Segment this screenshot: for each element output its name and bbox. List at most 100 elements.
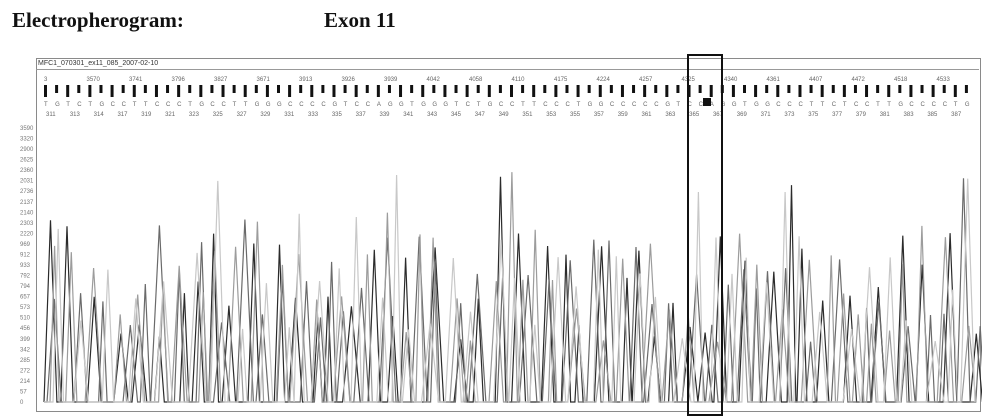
base-call-mark [709, 85, 713, 97]
base-call-letter: C [499, 102, 504, 108]
base-call-mark [232, 85, 236, 93]
base-call-mark [953, 85, 957, 97]
base-call-mark [132, 85, 136, 97]
base-call-mark [188, 85, 192, 93]
y-tick-label: 272 [20, 368, 31, 374]
trace-line [44, 174, 976, 403]
exon-title: Exon 11 [324, 8, 396, 32]
scan-label: 4042 [427, 77, 441, 83]
base-call-mark [44, 85, 47, 97]
y-tick-label: 2625 [20, 158, 34, 164]
base-call-letter: C [654, 102, 659, 108]
base-call-letter: T [244, 102, 248, 108]
position-label: 347 [475, 112, 486, 118]
base-call-mark [754, 85, 758, 97]
position-label: 341 [403, 112, 414, 118]
base-call-letter: T [455, 102, 459, 108]
base-call-mark [632, 85, 636, 93]
base-call-letter: T [954, 102, 958, 108]
base-call-mark [332, 85, 336, 97]
base-call-letter: G [399, 102, 404, 108]
y-tick-label: 912 [20, 252, 31, 258]
base-call-letter: C [111, 102, 116, 108]
y-tick-label: 2137 [20, 200, 34, 206]
y-tick-label: 2360 [20, 168, 34, 174]
base-call-mark [465, 85, 469, 97]
base-call-letter: G [388, 102, 393, 108]
base-call-letter: T [843, 102, 847, 108]
position-label: 311 [46, 112, 56, 118]
base-call-mark [876, 85, 880, 93]
base-call-letter: T [887, 102, 891, 108]
base-call-letter: C [288, 102, 293, 108]
mutation-highlight-box [687, 54, 723, 416]
position-label: 321 [165, 112, 176, 118]
base-call-letter: G [599, 102, 604, 108]
position-label: 333 [308, 112, 319, 118]
base-call-mark [942, 85, 946, 93]
base-call-letter: T [577, 102, 581, 108]
position-label: 343 [427, 112, 438, 118]
base-call-mark [865, 85, 869, 97]
base-call-mark [532, 85, 536, 97]
base-call-mark [565, 85, 569, 93]
base-call-letter: G [421, 102, 426, 108]
base-call-letter: T [66, 102, 70, 108]
base-call-letter: G [898, 102, 903, 108]
position-label: 335 [332, 112, 343, 118]
base-call-letter: C [865, 102, 870, 108]
base-call-letter: G [443, 102, 448, 108]
position-label: 313 [70, 112, 81, 118]
base-call-letter: G [432, 102, 437, 108]
base-call-letter: T [410, 102, 414, 108]
base-call-letter: C [222, 102, 227, 108]
base-call-mark [909, 85, 913, 97]
base-call-letter: C [299, 102, 304, 108]
base-call-letter: C [77, 102, 82, 108]
y-tick-label: 399 [20, 337, 31, 343]
base-call-mark [55, 85, 59, 93]
base-call-letter: G [665, 102, 670, 108]
base-call-letter: C [321, 102, 326, 108]
y-tick-label: 573 [20, 305, 31, 311]
scan-label: 3796 [172, 77, 186, 83]
base-call-mark [321, 85, 325, 93]
scan-label: 4340 [724, 77, 738, 83]
base-call-letter: T [144, 102, 148, 108]
scan-label: 4058 [469, 77, 483, 83]
position-label: 373 [784, 112, 795, 118]
base-call-mark [243, 85, 247, 97]
base-call-mark [110, 85, 114, 97]
base-call-mark [77, 85, 81, 93]
base-call-mark [399, 85, 403, 97]
base-call-letter: C [932, 102, 937, 108]
base-call-mark [265, 85, 269, 97]
base-call-letter: G [55, 102, 60, 108]
position-label: 383 [904, 112, 915, 118]
base-call-letter: A [710, 102, 714, 108]
base-call-letter: T [821, 102, 825, 108]
mutation-marker [703, 98, 711, 106]
base-call-mark [776, 85, 780, 97]
base-call-mark [587, 85, 591, 93]
base-call-mark [887, 85, 891, 97]
base-call-mark [554, 85, 558, 97]
base-call-letter: T [188, 102, 192, 108]
position-label: 319 [141, 112, 152, 118]
base-call-letter: G [765, 102, 770, 108]
base-call-mark [410, 85, 414, 93]
position-label: 375 [808, 112, 819, 118]
y-tick-label: 3320 [20, 137, 34, 143]
base-call-letter: T [233, 102, 237, 108]
y-tick-label: 2900 [20, 147, 34, 153]
base-call-letter: T [88, 102, 92, 108]
scan-label: 4518 [894, 77, 908, 83]
base-call-letter: C [776, 102, 781, 108]
position-label: 355 [570, 112, 581, 118]
y-tick-label: 2140 [20, 210, 34, 216]
y-tick-label: 657 [20, 295, 31, 301]
base-call-letter: C [366, 102, 371, 108]
base-call-letter: T [133, 102, 137, 108]
scan-label: 4407 [809, 77, 823, 83]
